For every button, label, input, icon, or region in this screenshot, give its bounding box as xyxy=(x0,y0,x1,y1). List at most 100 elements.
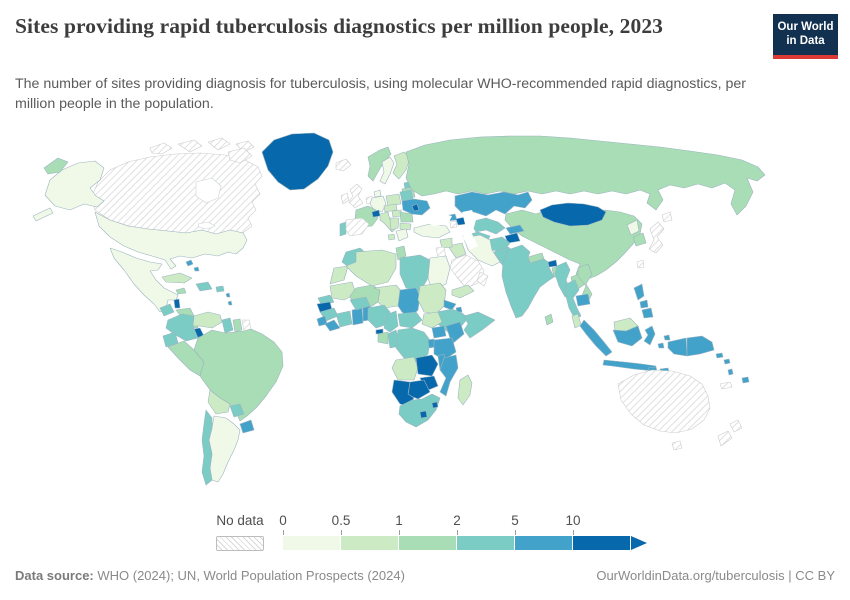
country-finland[interactable] xyxy=(392,151,411,180)
country-new-zealand[interactable] xyxy=(729,419,743,433)
country-indonesia-maluku[interactable] xyxy=(663,334,671,341)
country-burkina-faso[interactable] xyxy=(349,296,371,311)
country-oman[interactable] xyxy=(476,271,489,287)
footer-credit-link[interactable]: OurWorldinData.org/tuberculosis | CC BY xyxy=(596,568,835,583)
country-bulgaria[interactable] xyxy=(399,222,412,231)
country-lesser-antilles[interactable] xyxy=(225,292,231,298)
country-libya[interactable] xyxy=(399,254,431,293)
country-bahamas[interactable] xyxy=(185,259,194,267)
country-indonesia-west-papua[interactable] xyxy=(667,337,688,357)
country-czech-austria[interactable] xyxy=(383,203,398,213)
country-norway[interactable] xyxy=(367,146,392,182)
country-united-states[interactable] xyxy=(94,211,248,270)
country-iraq[interactable] xyxy=(447,242,467,259)
country-tunisia[interactable] xyxy=(395,245,407,261)
country-iceland[interactable] xyxy=(335,158,352,172)
country-spain[interactable] xyxy=(345,217,370,237)
country-taiwan[interactable] xyxy=(636,259,645,269)
country-tasmania[interactable] xyxy=(671,440,683,451)
country-somalia[interactable] xyxy=(463,311,496,339)
country-armenia[interactable] xyxy=(449,220,458,229)
country-indonesia-sumatra[interactable] xyxy=(579,319,613,357)
country-gabon[interactable] xyxy=(377,331,389,345)
country-sri-lanka[interactable] xyxy=(544,313,554,326)
country-tanzania[interactable] xyxy=(433,337,457,361)
country-eswatini[interactable] xyxy=(431,401,439,409)
country-guatemala[interactable] xyxy=(159,303,175,317)
country-lesotho[interactable] xyxy=(419,410,428,419)
country-canada[interactable] xyxy=(207,137,231,151)
country-philippines[interactable] xyxy=(639,299,649,309)
country-lesser-antilles[interactable] xyxy=(227,300,233,306)
country-germany[interactable] xyxy=(369,195,387,213)
country-new-zealand[interactable] xyxy=(717,430,733,447)
country-fiji[interactable] xyxy=(741,376,750,384)
country-denmark[interactable] xyxy=(373,189,382,198)
country-argentina[interactable] xyxy=(208,415,241,483)
legend-segment-1-2[interactable] xyxy=(399,536,457,550)
country-dr-congo[interactable] xyxy=(395,327,431,363)
country-vanuatu[interactable] xyxy=(727,368,734,376)
country-solomon-islands[interactable] xyxy=(723,358,731,365)
country-hispaniola[interactable] xyxy=(195,281,213,292)
country-south-africa[interactable] xyxy=(398,393,441,428)
country-sweden[interactable] xyxy=(379,156,395,185)
country-united-kingdom[interactable] xyxy=(348,183,364,209)
country-canada[interactable] xyxy=(91,152,263,235)
country-sicily[interactable] xyxy=(387,233,396,241)
country-madagascar[interactable] xyxy=(457,374,473,406)
country-eritrea[interactable] xyxy=(443,299,457,311)
country-canada[interactable] xyxy=(177,139,203,153)
legend-no-data-swatch[interactable] xyxy=(216,536,264,551)
country-algeria[interactable] xyxy=(345,249,397,287)
country-mauritania[interactable] xyxy=(329,281,357,301)
country-canada[interactable] xyxy=(227,147,253,164)
country-ireland[interactable] xyxy=(340,192,350,205)
country-greenland[interactable] xyxy=(261,132,334,191)
country-cuba[interactable] xyxy=(161,272,193,284)
country-saudi-arabia[interactable] xyxy=(449,254,485,289)
country-uzbekistan[interactable] xyxy=(469,217,506,235)
country-cameroon[interactable] xyxy=(383,310,399,333)
country-central-african-republic[interactable] xyxy=(397,311,423,329)
legend-color-bar[interactable] xyxy=(283,536,647,550)
country-indonesia-maluku[interactable] xyxy=(657,342,665,349)
country-cambodia[interactable] xyxy=(575,293,591,307)
country-philippines[interactable] xyxy=(633,283,645,301)
country-yemen[interactable] xyxy=(451,284,475,299)
country-new-caledonia[interactable] xyxy=(719,381,733,390)
country-japan[interactable] xyxy=(648,221,665,254)
legend-segment-5-10[interactable] xyxy=(515,536,573,550)
country-ivory-coast[interactable] xyxy=(335,310,353,328)
country-bahamas[interactable] xyxy=(193,266,200,272)
country-angola[interactable] xyxy=(391,356,419,381)
country-niger[interactable] xyxy=(373,284,403,309)
country-balkans[interactable] xyxy=(389,217,400,231)
country-north-korea[interactable] xyxy=(626,219,640,236)
country-south-sudan[interactable] xyxy=(421,311,443,329)
country-moldova[interactable] xyxy=(411,203,420,212)
country-australia[interactable] xyxy=(617,369,711,434)
country-south-korea[interactable] xyxy=(632,232,647,247)
country-suriname[interactable] xyxy=(232,318,243,333)
country-western-sahara[interactable] xyxy=(329,265,349,285)
country-indonesia-kalimantan[interactable] xyxy=(612,325,643,347)
country-india[interactable] xyxy=(501,244,555,319)
country-philippines[interactable] xyxy=(641,307,654,319)
country-poland[interactable] xyxy=(385,193,402,207)
legend-segment-0.5-1[interactable] xyxy=(341,536,399,550)
country-bhutan[interactable] xyxy=(547,259,558,268)
country-chukotka[interactable] xyxy=(43,157,69,175)
country-romania[interactable] xyxy=(399,211,414,223)
country-brazil[interactable] xyxy=(193,328,284,422)
country-indonesia-sulawesi[interactable] xyxy=(643,325,656,346)
country-mozambique[interactable] xyxy=(439,354,459,397)
country-guyana[interactable] xyxy=(221,317,234,334)
country-aleutians[interactable] xyxy=(32,207,54,222)
country-chile[interactable] xyxy=(201,409,213,486)
country-russia[interactable] xyxy=(405,135,766,216)
legend-segment-10+[interactable] xyxy=(573,536,631,550)
country-puerto-rico[interactable] xyxy=(215,285,225,293)
country-papua-new-guinea[interactable] xyxy=(686,335,715,357)
country-uruguay[interactable] xyxy=(239,419,255,434)
